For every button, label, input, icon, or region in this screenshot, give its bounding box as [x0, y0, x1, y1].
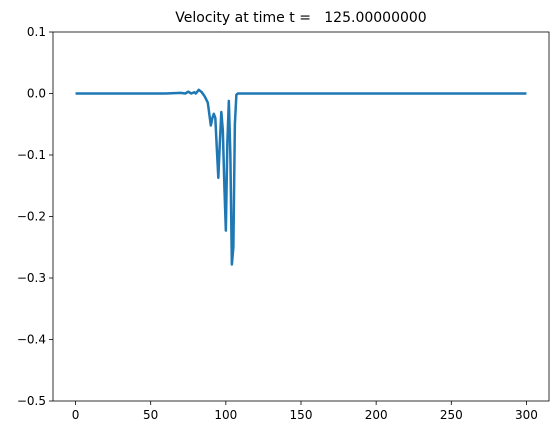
- x-tick-label: 0: [72, 408, 80, 422]
- y-tick-label: 0.0: [27, 87, 46, 101]
- x-tick-label: 200: [365, 408, 388, 422]
- y-tick-label: −0.3: [17, 271, 46, 285]
- plot-frame: [52, 31, 550, 402]
- y-tick-label: 0.1: [27, 25, 46, 39]
- y-tick-label: −0.1: [17, 148, 46, 162]
- chart-title: Velocity at time t = 125.00000000: [175, 10, 426, 26]
- y-tick-label: −0.4: [17, 333, 46, 347]
- x-tick-label: 150: [290, 408, 313, 422]
- y-tick-label: −0.2: [17, 210, 46, 224]
- data-line: [75, 88, 527, 266]
- x-tick-label: 100: [214, 408, 237, 422]
- x-tick-label: 300: [515, 408, 538, 422]
- y-tick-label: −0.5: [17, 394, 46, 408]
- x-tick-label: 50: [143, 408, 158, 422]
- x-tick-label: 250: [440, 408, 463, 422]
